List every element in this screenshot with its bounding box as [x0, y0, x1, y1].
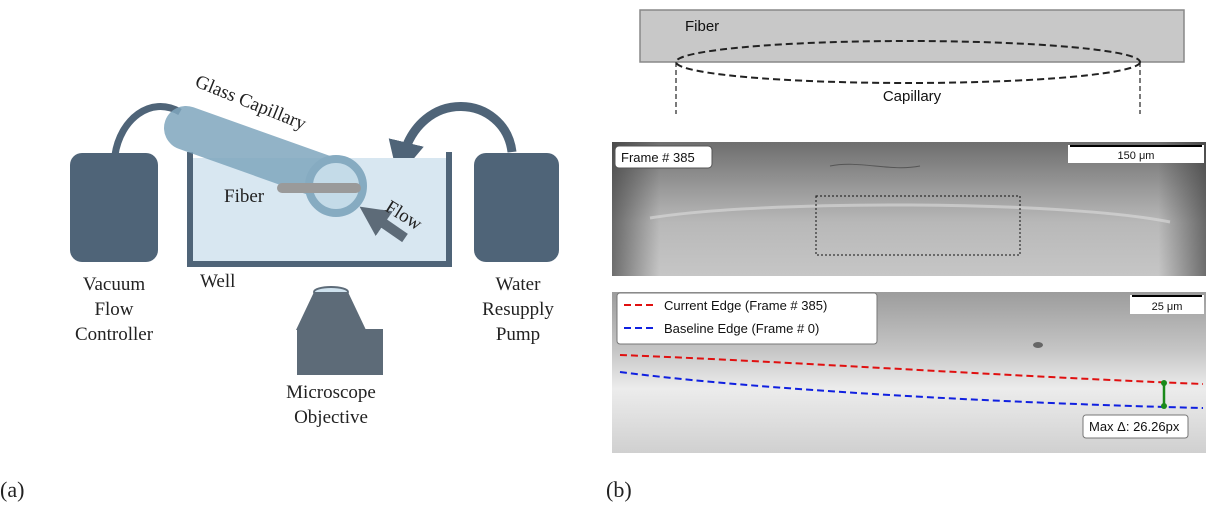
objective-neck: [296, 292, 366, 330]
fiber: [277, 183, 361, 193]
fiber-label: Fiber: [224, 186, 265, 207]
pump-label: Water: [496, 274, 542, 295]
vacuum-label: Flow: [94, 299, 133, 320]
vacuum-label: Controller: [75, 324, 154, 345]
legend-label: Baseline Edge (Frame # 0): [664, 321, 819, 336]
figure: Glass Capillary Fiber Flow Well Vacuum F…: [0, 0, 1206, 511]
image-feature: [1033, 342, 1043, 348]
panel-b: Fiber Capillary Frame # 385 150 μm Curre…: [606, 10, 1206, 502]
schematic-fiber-label: Fiber: [685, 18, 719, 35]
objective-body: [297, 329, 383, 375]
pump: [474, 153, 559, 262]
pump-label: Resupply: [482, 299, 554, 320]
vacuum-label: Vacuum: [83, 274, 145, 295]
max-delta-end: [1161, 380, 1167, 386]
panel-label: (a): [0, 477, 24, 502]
max-delta-label: Max Δ: 26.26px: [1089, 419, 1180, 434]
scale-label: 25 μm: [1152, 301, 1183, 313]
resupply-arrow: [402, 106, 512, 160]
legend-label: Current Edge (Frame # 385): [664, 298, 827, 313]
max-delta-end: [1161, 403, 1167, 409]
panel-label: (b): [606, 477, 632, 502]
vacuum-controller: [70, 153, 158, 262]
schematic-capillary-label: Capillary: [883, 88, 942, 105]
frame-label: Frame # 385: [621, 150, 695, 165]
objective-label: Objective: [294, 407, 368, 428]
panel-a: Glass Capillary Fiber Flow Well Vacuum F…: [0, 71, 559, 502]
fiber-block: [640, 10, 1184, 62]
objective-label: Microscope: [286, 382, 376, 403]
pump-label: Pump: [496, 324, 540, 345]
well-label: Well: [200, 271, 235, 292]
scale-label: 150 μm: [1118, 150, 1155, 162]
